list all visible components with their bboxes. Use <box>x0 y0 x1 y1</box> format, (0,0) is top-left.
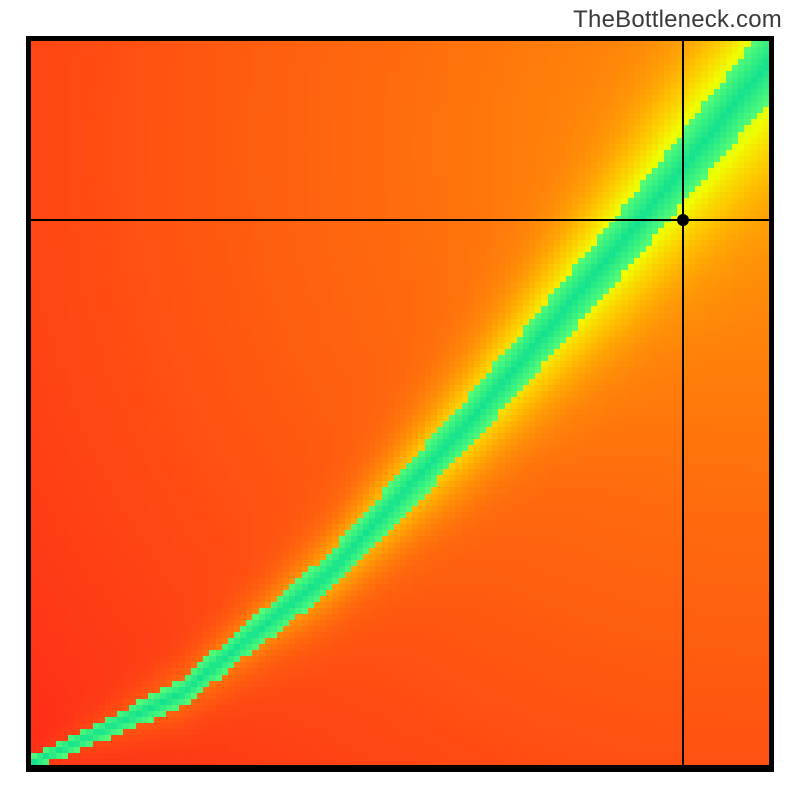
crosshair-marker[interactable] <box>677 214 689 226</box>
watermark-text: TheBottleneck.com <box>573 6 782 34</box>
crosshair-vertical <box>682 41 684 765</box>
crosshair-horizontal <box>31 219 769 221</box>
bottleneck-heatmap <box>31 41 769 765</box>
